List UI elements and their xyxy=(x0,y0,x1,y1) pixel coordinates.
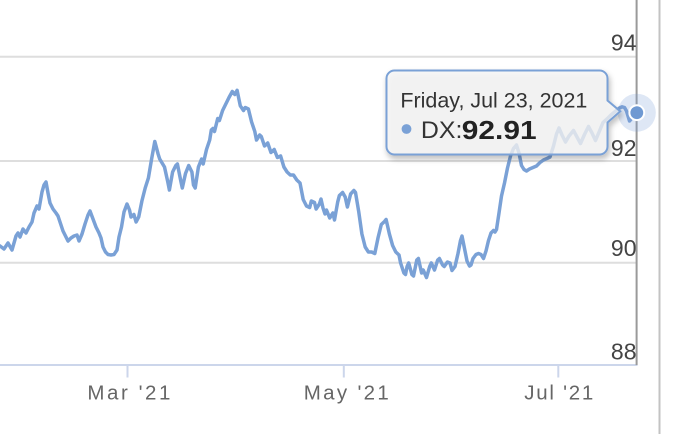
svg-text:94: 94 xyxy=(611,30,637,56)
svg-text:Jul '21: Jul '21 xyxy=(524,382,593,405)
svg-text:92: 92 xyxy=(611,135,637,161)
svg-text:May '21: May '21 xyxy=(304,382,389,405)
svg-text:88: 88 xyxy=(611,339,637,365)
svg-text:90: 90 xyxy=(611,235,637,261)
svg-text:92.91: 92.91 xyxy=(462,115,537,145)
svg-text:Mar '21: Mar '21 xyxy=(87,382,170,405)
svg-text:DX:: DX: xyxy=(421,117,463,144)
svg-text:Friday, Jul 23, 2021: Friday, Jul 23, 2021 xyxy=(400,90,587,113)
